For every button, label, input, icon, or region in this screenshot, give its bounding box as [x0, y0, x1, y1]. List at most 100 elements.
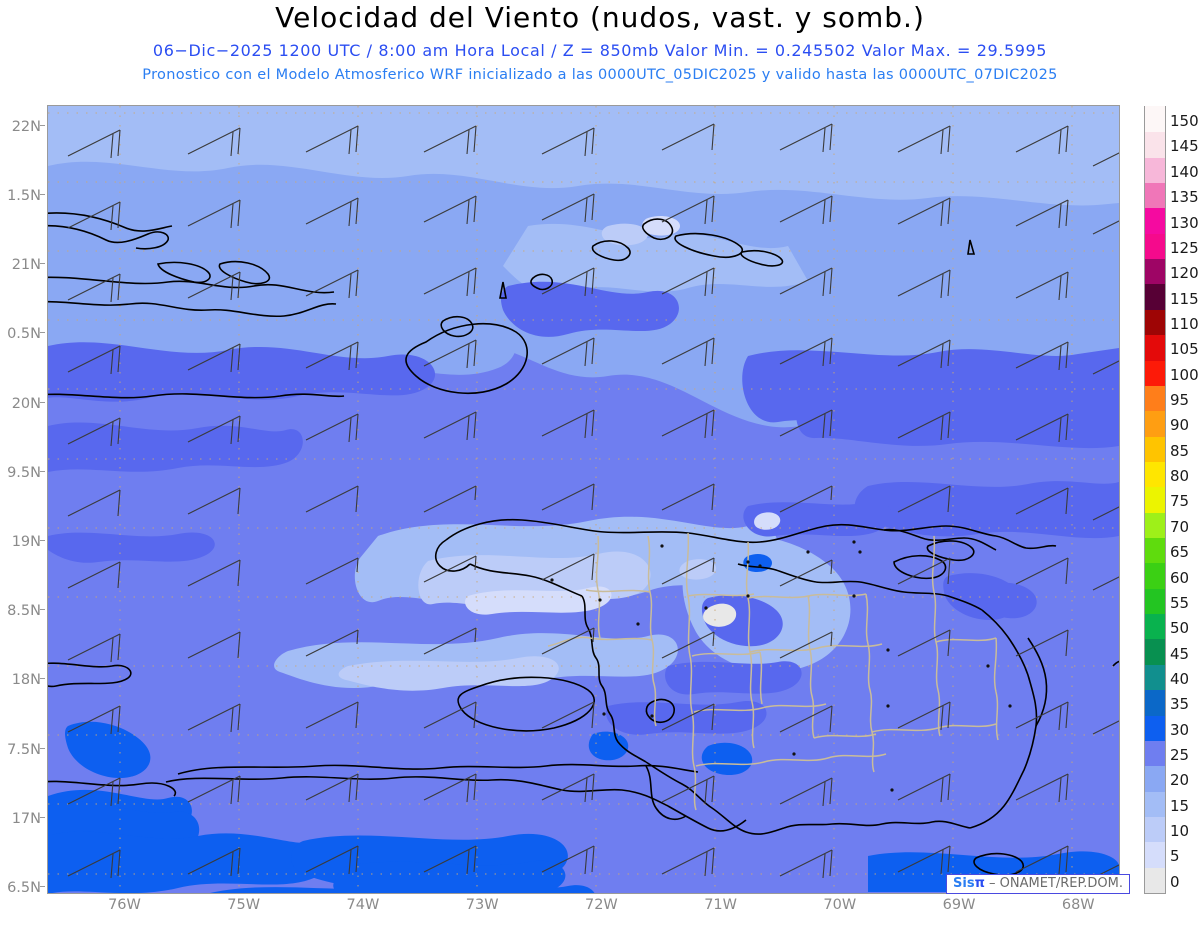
logo-agency-text: – ONAMET/REP.DOM.	[989, 876, 1124, 891]
colorbar-tick-label: 145	[1170, 137, 1199, 156]
station-dots	[550, 540, 1012, 792]
y-axis-tick: 21N	[0, 257, 45, 274]
colorbar-tick-label: 130	[1170, 213, 1199, 232]
colorbar-segment	[1145, 816, 1165, 843]
map-plot-area	[47, 105, 1120, 894]
x-axis-tick-label: 68W	[1061, 897, 1095, 913]
colorbar-segment	[1145, 486, 1165, 513]
colorbar-segment	[1145, 233, 1165, 260]
y-axis-tick-mark	[40, 678, 45, 680]
y-axis-tick-label: 21N	[11, 257, 41, 274]
y-axis-tick: 20N	[0, 395, 45, 412]
colorbar-tick-label: 35	[1170, 695, 1190, 714]
x-axis-tick-label: 73W	[465, 897, 499, 913]
colorbar-tick-label: 20	[1170, 771, 1190, 790]
y-axis-tick-mark	[40, 540, 45, 542]
colorbar-segment	[1145, 790, 1165, 817]
shaded-field	[48, 106, 1119, 893]
y-axis-tick-label: 19N	[11, 534, 41, 551]
colorbar-segment	[1145, 638, 1165, 665]
colorbar-segment	[1145, 258, 1165, 285]
y-axis-tick: 8.5N	[0, 603, 45, 620]
colorbar-segment	[1145, 740, 1165, 767]
logo-sis-text: Sis	[953, 876, 975, 891]
y-axis-tick-label: 18N	[11, 672, 41, 689]
x-axis-tick-label: 70W	[823, 897, 857, 913]
colorbar-tick-label: 0	[1170, 872, 1180, 891]
page-title: Velocidad del Viento (nudos, vast. y som…	[275, 1, 925, 34]
x-axis: 76W 75W 74W 73W 72W 71W 70W 69W 68W	[47, 897, 1120, 921]
y-axis-tick-label: 7.5N	[7, 741, 41, 758]
y-axis-tick-mark	[40, 747, 45, 749]
colorbar-tick-label: 5	[1170, 847, 1180, 866]
colorbar-segment	[1145, 334, 1165, 361]
colorbar-tick-label: 30	[1170, 720, 1190, 739]
colorbar-tick-label: 100	[1170, 365, 1199, 384]
forecast-meta-line: 06−Dic−2025 1200 UTC / 8:00 am Hora Loca…	[152, 41, 1048, 60]
y-axis-tick-mark	[40, 401, 45, 403]
y-axis-tick-mark	[40, 609, 45, 611]
colorbar-segment	[1145, 841, 1165, 868]
colorbar-segment	[1145, 867, 1165, 893]
y-axis-tick: 22N	[0, 118, 45, 135]
colorbar-tick-label: 40	[1170, 669, 1190, 688]
x-axis-tick-label: 76W	[108, 897, 141, 913]
y-axis-tick-label: 1.5N	[7, 187, 41, 204]
colorbar-tick-label: 110	[1170, 314, 1199, 333]
colorbar-tick-label: 90	[1170, 416, 1190, 435]
coastlines	[48, 212, 1119, 876]
y-axis-tick-label: 0.5N	[7, 326, 41, 343]
colorbar-tick-label: 45	[1170, 644, 1190, 663]
y-axis: 22N 1.5N 21N 0.5N 20N 9.5N 19N 8.5N 18N 7.5N 17N 6.…	[0, 105, 45, 897]
colorbar-tick-label: 140	[1170, 162, 1199, 181]
colorbar-tick-label: 75	[1170, 492, 1190, 511]
colorbar-segment	[1145, 207, 1165, 234]
x-axis-tick-label: 69W	[942, 897, 976, 913]
y-axis-tick-label: 9.5N	[7, 464, 41, 481]
logo-pi-icon: π	[974, 876, 985, 891]
colorbar-labels: 150 145 140 135 130 125 120 115 110 105 100 95 90 85 8…	[1170, 100, 1200, 900]
y-axis-tick-mark	[40, 124, 45, 126]
colorbar-tick-label: 55	[1170, 593, 1190, 612]
colorbar-segment	[1145, 613, 1165, 640]
colorbar-tick-label: 10	[1170, 822, 1190, 841]
colorbar-segment	[1145, 359, 1165, 386]
y-axis-tick: 19N	[0, 534, 45, 551]
y-axis-tick: 9.5N	[0, 464, 45, 481]
colorbar-segment	[1145, 461, 1165, 488]
colorbar-segment	[1145, 537, 1165, 564]
y-axis-tick-mark	[40, 263, 45, 265]
y-axis-tick-label: 17N	[11, 810, 41, 827]
colorbar-segment	[1145, 157, 1165, 184]
colorbar-tick-label: 80	[1170, 467, 1190, 486]
colorbar-segment	[1145, 664, 1165, 691]
colorbar-segment	[1145, 131, 1165, 158]
agency-logo-badge: Sisπ – ONAMET/REP.DOM.	[946, 874, 1131, 894]
colorbar-segment	[1145, 588, 1165, 615]
colorbar-segment	[1145, 512, 1165, 539]
colorbar-segment	[1145, 689, 1165, 716]
x-axis-tick-label: 74W	[346, 897, 380, 913]
colorbar-segment	[1145, 714, 1165, 741]
y-axis-tick-label: 20N	[11, 395, 41, 412]
y-axis-tick-label: 22N	[11, 118, 41, 135]
y-axis-tick-mark	[40, 332, 45, 334]
y-axis-tick: 0.5N	[0, 326, 45, 343]
model-info-line: Pronostico con el Modelo Atmosferico WRF…	[142, 67, 1058, 83]
y-axis-tick-label: 8.5N	[7, 603, 41, 620]
colorbar-segment	[1145, 385, 1165, 412]
colorbar-segment	[1145, 562, 1165, 589]
colorbar-tick-label: 85	[1170, 441, 1190, 460]
colorbar-segment	[1145, 182, 1165, 209]
y-axis-tick-label: 6.5N	[7, 880, 41, 897]
y-axis-tick-mark	[40, 470, 45, 472]
colorbar-segment	[1145, 309, 1165, 336]
colorbar-tick-label: 60	[1170, 568, 1190, 587]
y-axis-tick: 7.5N	[0, 741, 45, 758]
colorbar-tick-label: 15	[1170, 796, 1190, 815]
y-axis-tick-mark	[40, 193, 45, 195]
lat-lon-gridlines	[48, 106, 1119, 893]
colorbar-tick-label: 70	[1170, 517, 1190, 536]
province-boundaries	[547, 532, 999, 811]
